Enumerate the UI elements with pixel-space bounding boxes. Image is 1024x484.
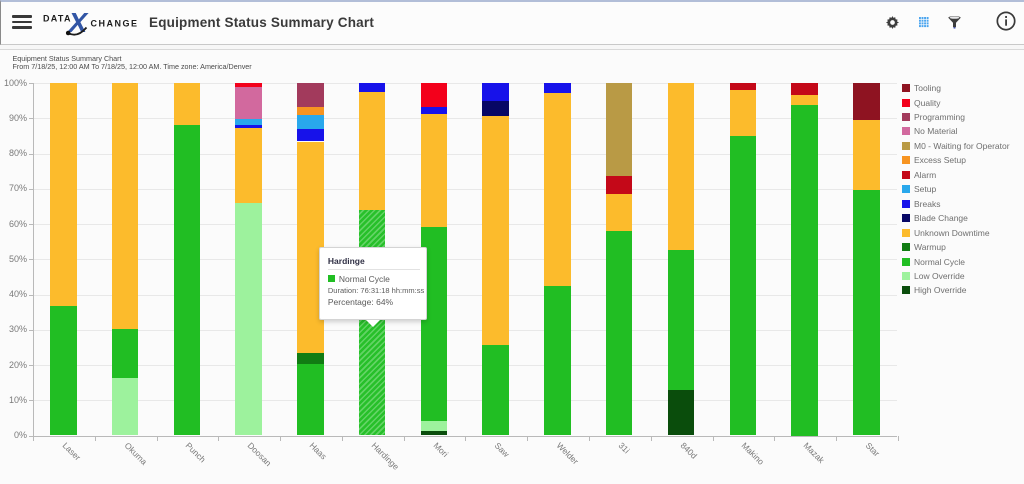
svg-text:CHANGE: CHANGE	[91, 19, 138, 29]
svg-text:DATA: DATA	[43, 14, 71, 24]
